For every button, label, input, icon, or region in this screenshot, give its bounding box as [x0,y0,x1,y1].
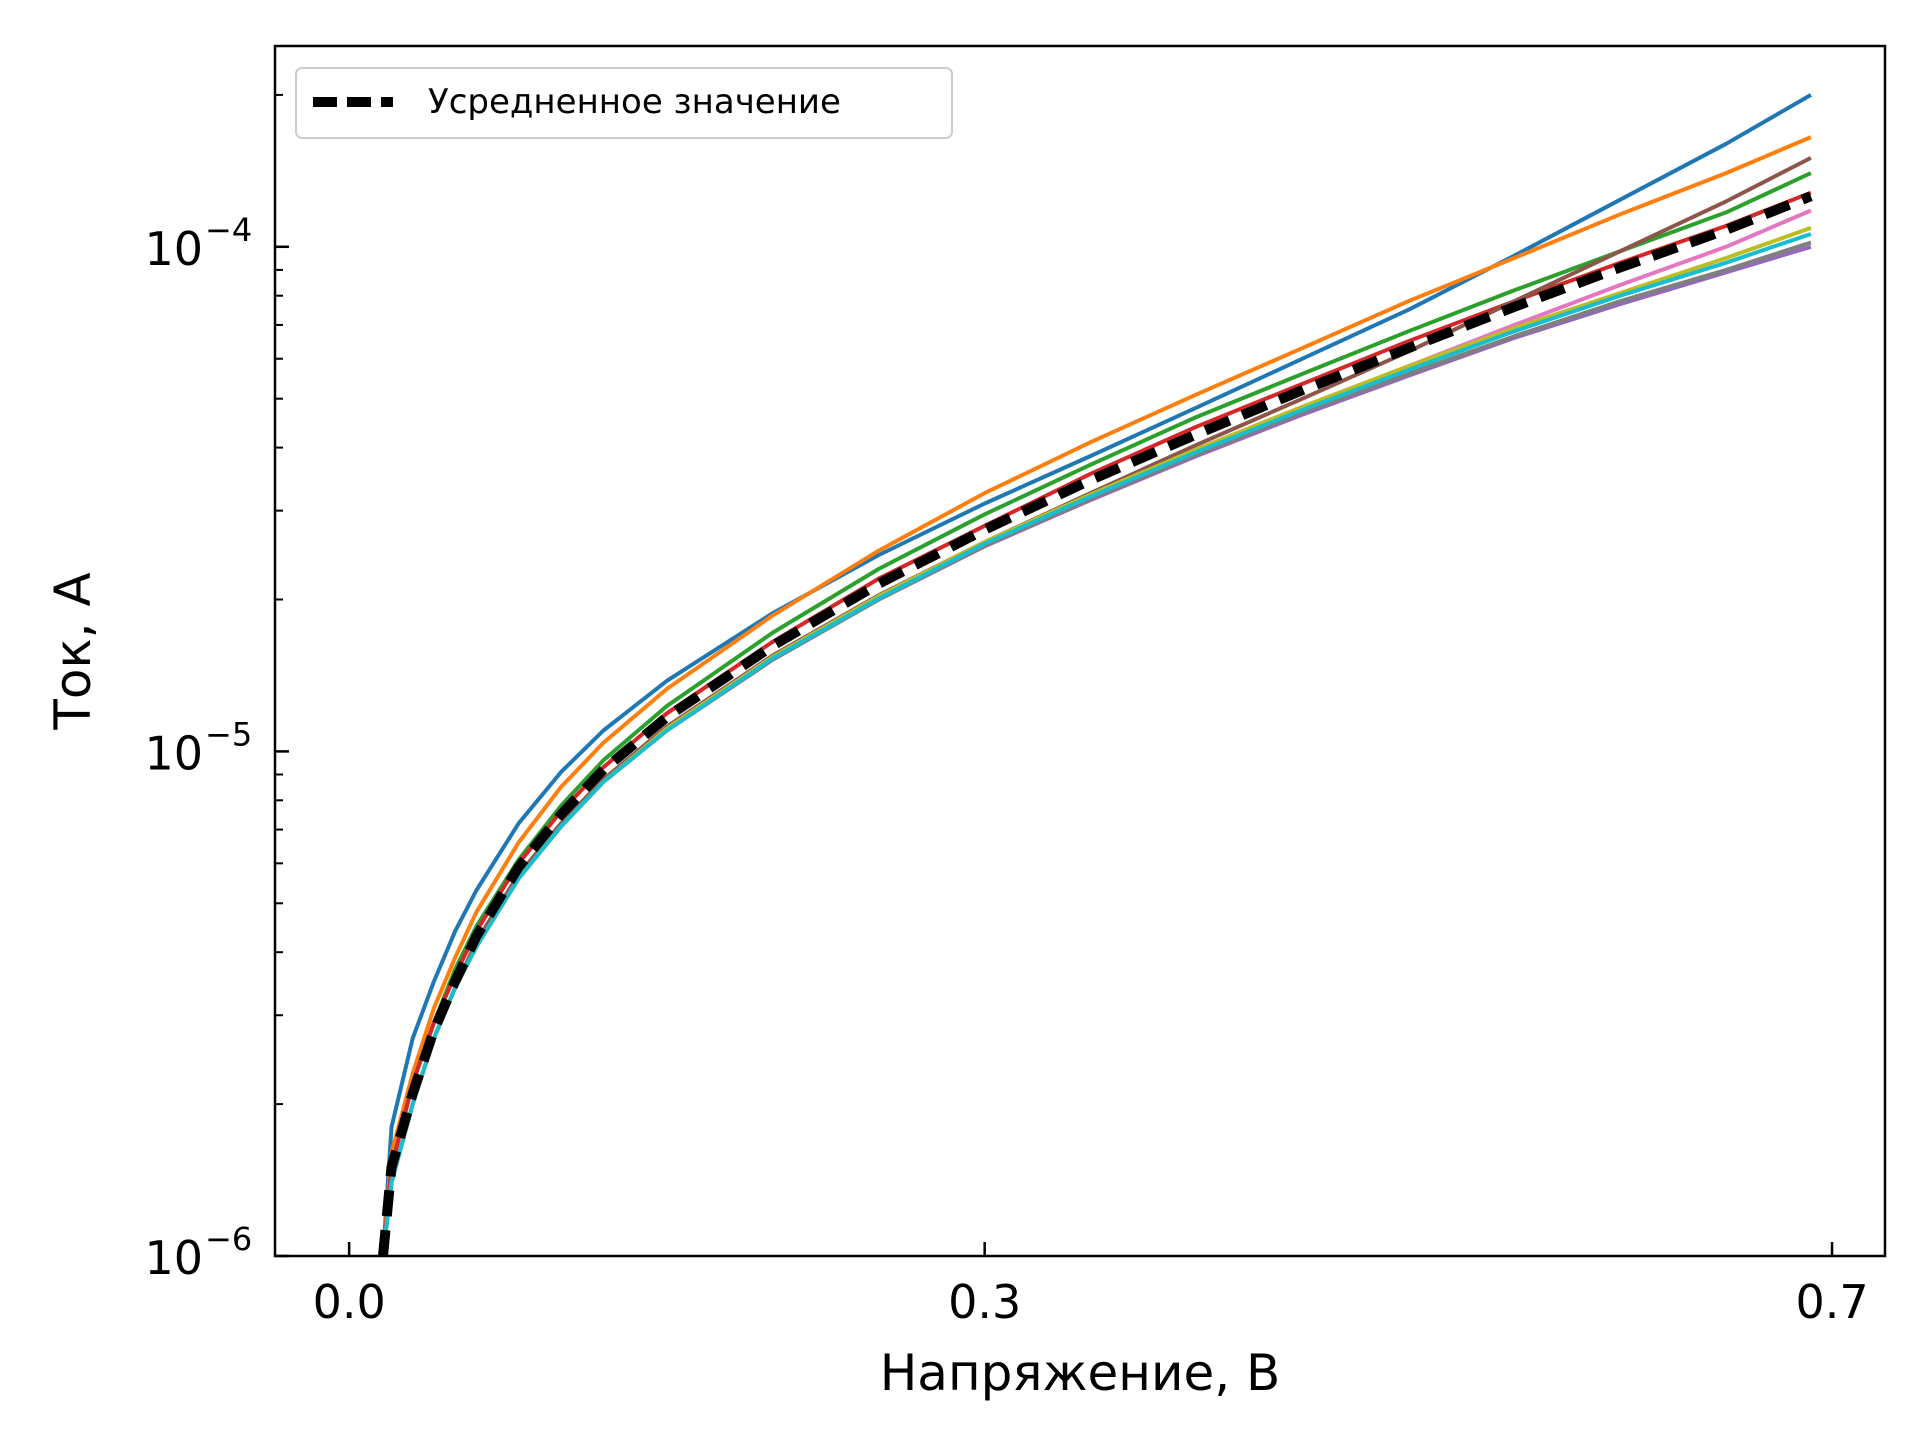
y-tick-label: 10 −4 [144,211,252,276]
x-tick-label: 0.0 [313,1275,386,1329]
legend-box [295,67,953,139]
series-layer [378,93,1813,1256]
y-tick-label: 10 −5 [144,715,252,780]
y-axis-label: Ток, А [44,572,102,730]
x-tick-label: 0.7 [1795,1275,1868,1329]
y-tick-label-base: 10 [144,1231,203,1285]
legend-entry-label: Усредненное значение [428,82,841,122]
y-tick-label-exponent: −6 [205,1220,252,1258]
y-tick-label-exponent: −5 [205,715,252,753]
series-line-average [378,191,1813,1256]
y-tick-label-base: 10 [144,726,203,780]
x-axis-label: Напряжение, В [880,1344,1281,1402]
ticks-layer: 0.0 0.3 0.710−610−510−4 [144,93,1869,1329]
plot-frame [273,44,1887,1258]
series-line-2 [381,135,1812,1256]
x-tick-label: 0.3 [948,1275,1021,1329]
legend: Усредненное значение [295,67,953,139]
y-tick-label-exponent: −4 [205,211,252,249]
y-tick-label-base: 10 [144,222,203,276]
y-tick-label: 10 −6 [144,1220,252,1285]
